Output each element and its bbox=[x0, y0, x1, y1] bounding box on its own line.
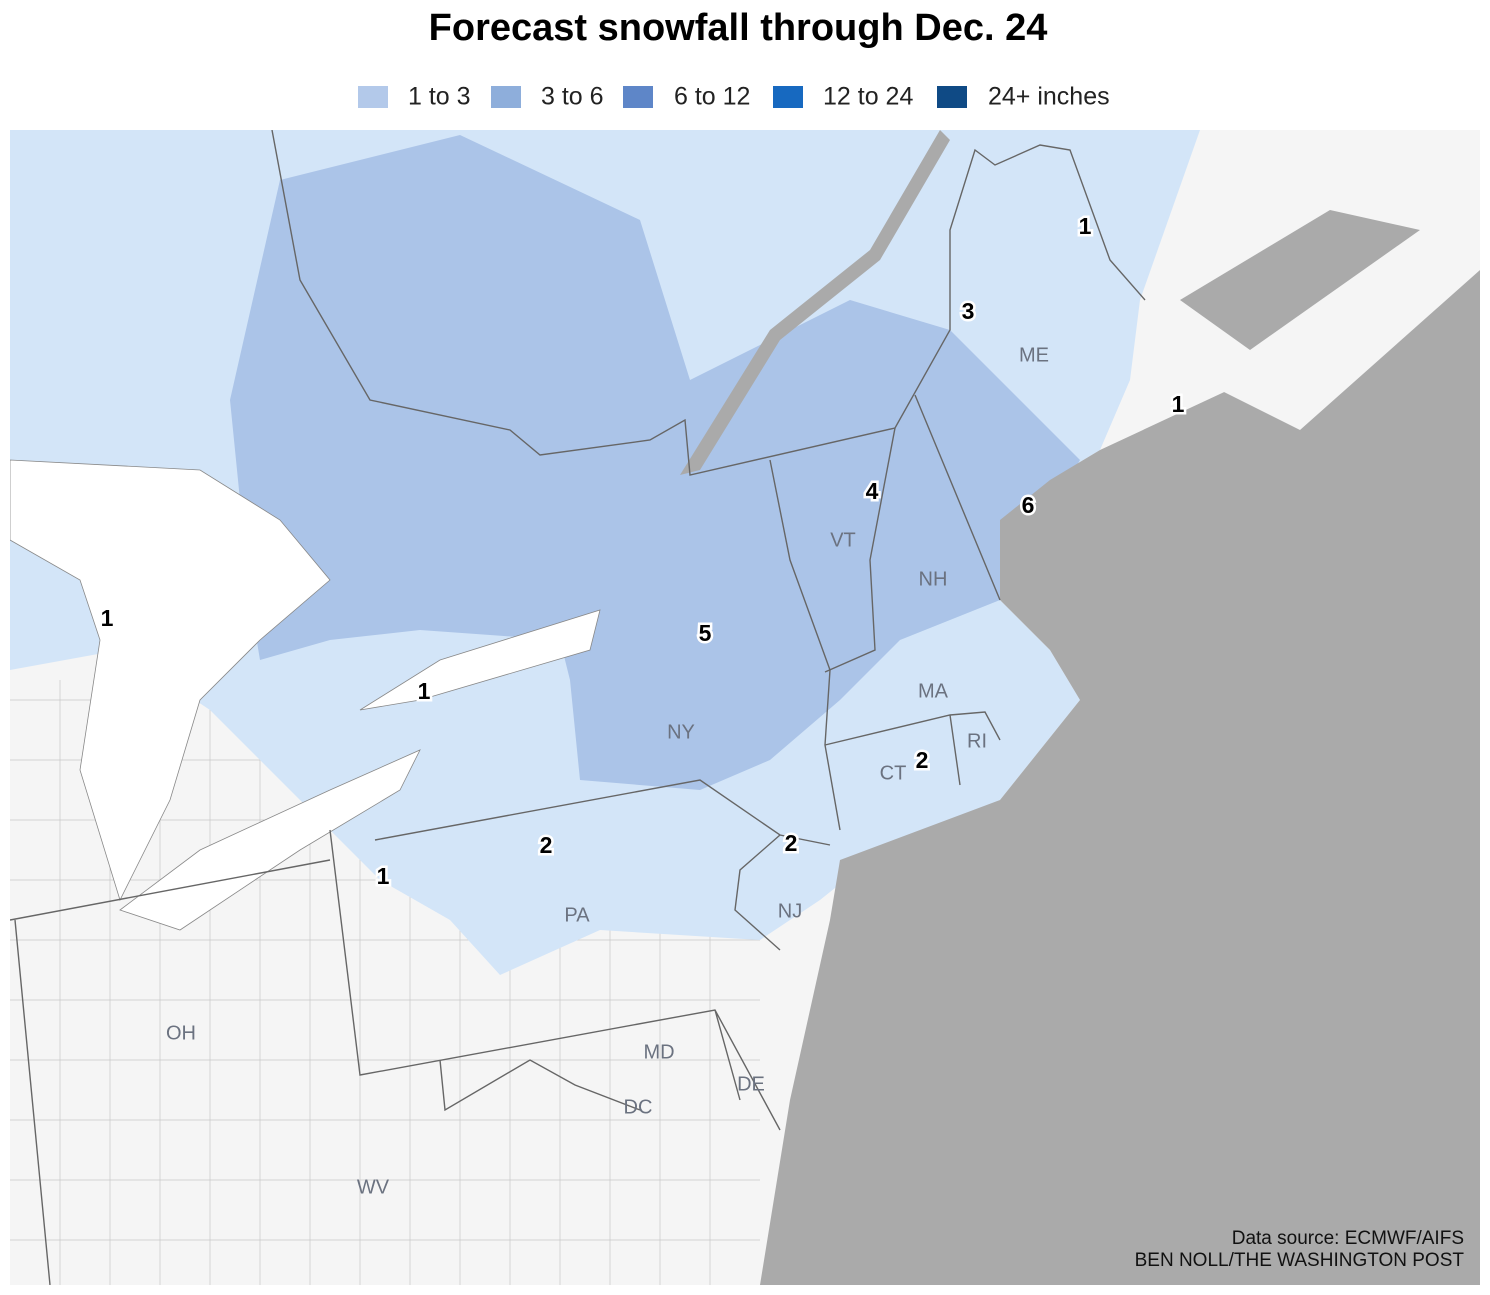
lake-huron bbox=[10, 459, 331, 902]
state-label: ME bbox=[1019, 344, 1049, 366]
legend-swatch bbox=[773, 86, 803, 108]
borders bbox=[10, 130, 1146, 1285]
credit: BEN NOLL/THE WASHINGTON POST bbox=[1135, 1250, 1465, 1271]
legend-swatch bbox=[937, 86, 967, 108]
snowfall-label: 6 bbox=[1022, 492, 1035, 518]
bay-of-fundy bbox=[1180, 210, 1420, 350]
legend-label: 3 to 6 bbox=[541, 83, 604, 111]
snowfall-label: 3 bbox=[962, 298, 975, 324]
ocean bbox=[760, 270, 1480, 1285]
snowfall-label: 2 bbox=[916, 747, 929, 773]
state-label: DC bbox=[624, 1096, 653, 1118]
snowfall-label: 2 bbox=[540, 832, 553, 858]
legend-label: 24+ inches bbox=[988, 83, 1110, 111]
snowfall-label: 1 bbox=[1172, 391, 1185, 417]
lake-ontario bbox=[359, 609, 601, 711]
snowfall-label: 5 bbox=[699, 620, 712, 646]
state-label: CT bbox=[880, 762, 907, 784]
snowfall-label: 1 bbox=[377, 863, 390, 889]
legend-swatch bbox=[358, 86, 388, 108]
state-label: MA bbox=[918, 680, 949, 702]
state-label: VT bbox=[830, 529, 856, 551]
state-label: MD bbox=[643, 1041, 674, 1063]
state-label: NH bbox=[919, 568, 948, 590]
state-label: PA bbox=[564, 904, 590, 926]
title: Forecast snowfall through Dec. 24 bbox=[429, 7, 1048, 49]
map: ME VT NH MA NY CT RI PA NJ OH MD DE DC W… bbox=[10, 130, 1480, 1285]
state-label: OH bbox=[166, 1022, 196, 1044]
source: Data source: ECMWF/AIFS bbox=[1232, 1228, 1464, 1249]
legend-label: 1 to 3 bbox=[408, 83, 471, 111]
legend-swatch bbox=[623, 86, 653, 108]
snowfall-label: 1 bbox=[101, 605, 114, 631]
state-label: RI bbox=[967, 730, 987, 752]
state-label: DE bbox=[737, 1073, 765, 1095]
legend: 1 to 3 3 to 6 6 to 12 12 to 24 24+ inche… bbox=[358, 83, 1110, 111]
snow-area-medium bbox=[230, 135, 1080, 790]
legend-label: 6 to 12 bbox=[674, 83, 750, 111]
snowfall-label: 1 bbox=[418, 678, 431, 704]
st-lawrence bbox=[680, 130, 950, 475]
snowfall-label: 4 bbox=[866, 478, 879, 504]
state-label: NJ bbox=[778, 900, 802, 922]
state-label: WV bbox=[357, 1176, 390, 1198]
snowfall-label: 2 bbox=[785, 830, 798, 856]
legend-swatch bbox=[491, 86, 521, 108]
legend-label: 12 to 24 bbox=[823, 83, 913, 111]
state-label: NY bbox=[667, 721, 695, 743]
snowfall-label: 1 bbox=[1079, 213, 1092, 239]
